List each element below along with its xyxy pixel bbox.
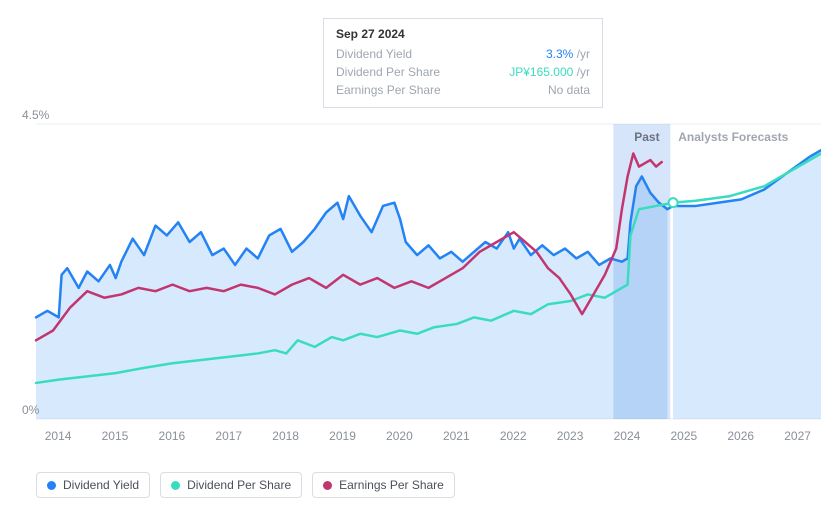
y-tick-label: 4.5%: [22, 108, 49, 122]
past-region-label: Past: [634, 130, 659, 144]
x-tick-label: 2026: [727, 429, 754, 443]
tooltip-date: Sep 27 2024: [336, 27, 590, 41]
legend-item[interactable]: Dividend Per Share: [160, 472, 302, 498]
tooltip-row-label: Dividend Per Share: [336, 65, 440, 79]
x-tick-label: 2022: [500, 429, 527, 443]
legend-dot: [171, 481, 180, 490]
legend-dot: [323, 481, 332, 490]
x-tick-label: 2014: [45, 429, 72, 443]
dividend-chart: 0% 4.5% 2014 2015 2016 2017 2018 2019 2020 2021 2…: [0, 0, 821, 508]
x-tick-label: 2020: [386, 429, 413, 443]
x-tick-label: 2025: [670, 429, 697, 443]
tooltip-row-value: JP¥165.000 /yr: [509, 65, 590, 79]
x-tick-label: 2021: [443, 429, 470, 443]
tooltip-row-label: Earnings Per Share: [336, 83, 441, 97]
legend-item[interactable]: Earnings Per Share: [312, 472, 455, 498]
forecast-region-label: Analysts Forecasts: [678, 130, 788, 144]
tooltip-row: Dividend Yield 3.3% /yr: [336, 45, 590, 63]
legend-label: Dividend Yield: [63, 478, 139, 492]
x-tick-label: 2027: [784, 429, 811, 443]
x-tick-label: 2015: [102, 429, 129, 443]
tooltip-row: Earnings Per Share No data: [336, 81, 590, 99]
tooltip-row-label: Dividend Yield: [336, 47, 412, 61]
legend-dot: [47, 481, 56, 490]
legend-item[interactable]: Dividend Yield: [36, 472, 150, 498]
x-tick-label: 2023: [557, 429, 584, 443]
tooltip-row-value: No data: [548, 83, 590, 97]
x-tick-label: 2019: [329, 429, 356, 443]
tooltip-row: Dividend Per Share JP¥165.000 /yr: [336, 63, 590, 81]
x-tick-label: 2017: [215, 429, 242, 443]
x-tick-label: 2018: [272, 429, 299, 443]
tooltip-row-value: 3.3% /yr: [546, 47, 590, 61]
legend-label: Earnings Per Share: [339, 478, 444, 492]
x-tick-label: 2024: [614, 429, 641, 443]
y-tick-label: 0%: [22, 403, 39, 417]
chart-legend: Dividend Yield Dividend Per Share Earnings…: [36, 472, 455, 498]
chart-tooltip: Sep 27 2024 Dividend Yield3.3% /yrDivide…: [323, 18, 603, 108]
x-tick-label: 2016: [159, 429, 186, 443]
legend-label: Dividend Per Share: [187, 478, 291, 492]
